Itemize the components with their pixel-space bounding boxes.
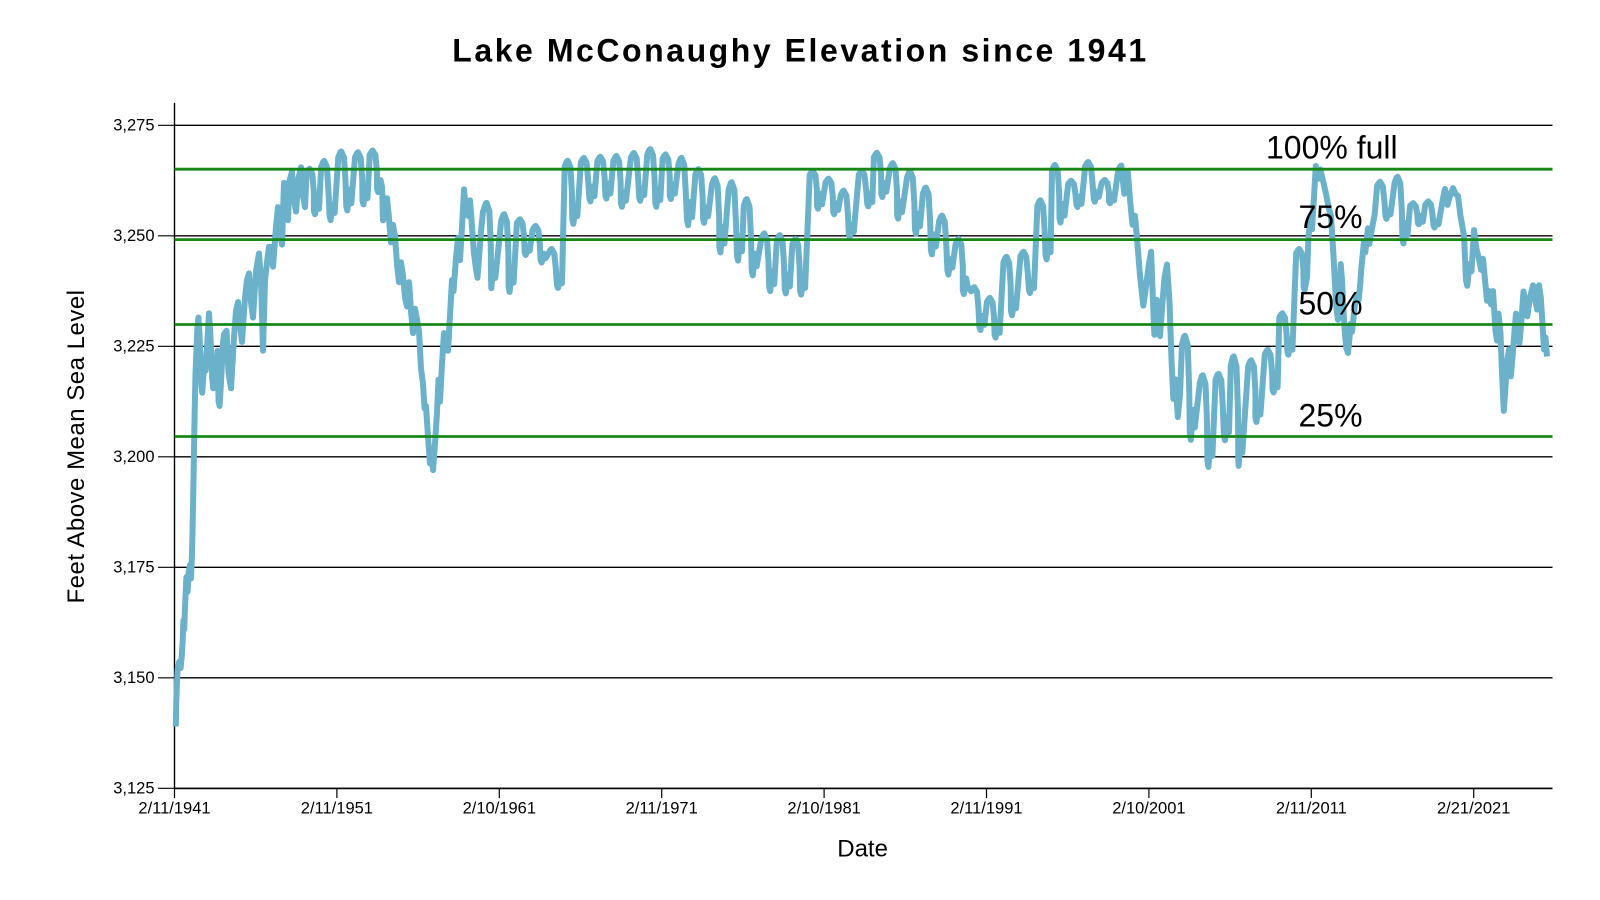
- svg-text:3,175: 3,175: [113, 558, 154, 576]
- svg-text:2/10/2001: 2/10/2001: [1112, 800, 1185, 818]
- svg-text:2/11/1971: 2/11/1971: [626, 800, 698, 818]
- svg-text:3,225: 3,225: [113, 337, 154, 355]
- svg-text:50%: 50%: [1299, 286, 1363, 322]
- svg-text:3,250: 3,250: [113, 227, 154, 245]
- svg-text:3,275: 3,275: [113, 116, 154, 134]
- svg-text:100% full: 100% full: [1266, 129, 1398, 165]
- svg-text:25%: 25%: [1299, 397, 1363, 433]
- svg-text:2/10/1981: 2/10/1981: [787, 800, 860, 818]
- svg-text:2/21/2021: 2/21/2021: [1437, 800, 1510, 818]
- svg-text:3,125: 3,125: [113, 779, 154, 797]
- svg-text:75%: 75%: [1299, 199, 1363, 235]
- svg-text:Date: Date: [837, 836, 888, 863]
- svg-text:2/11/1951: 2/11/1951: [301, 800, 373, 818]
- svg-text:2/11/1941: 2/11/1941: [138, 800, 210, 818]
- svg-text:Lake McConaughy Elevation sinc: Lake McConaughy Elevation since 1941: [452, 33, 1148, 69]
- svg-text:Feet Above Mean Sea Level: Feet Above Mean Sea Level: [63, 289, 90, 603]
- svg-text:2/11/1991: 2/11/1991: [950, 800, 1022, 818]
- svg-text:3,200: 3,200: [113, 448, 154, 466]
- svg-text:3,150: 3,150: [113, 669, 154, 687]
- svg-text:2/11/2011: 2/11/2011: [1276, 800, 1347, 818]
- svg-text:2/10/1961: 2/10/1961: [463, 800, 536, 818]
